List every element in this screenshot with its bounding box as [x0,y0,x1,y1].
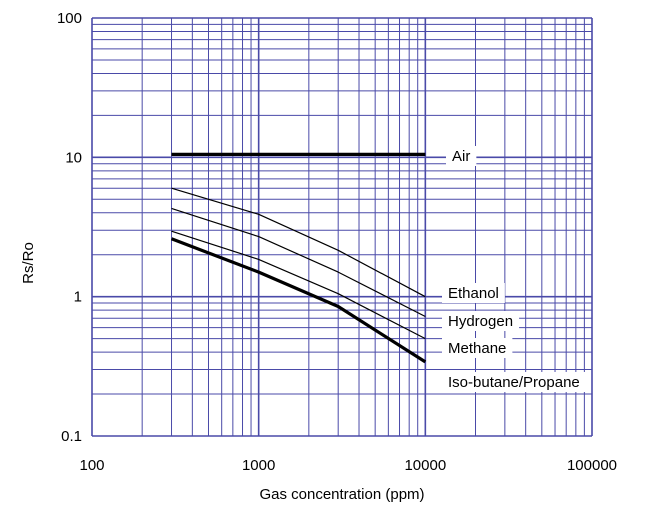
series-line-ethanol [171,187,426,298]
series-line-methane [171,230,426,340]
grid-minor [92,18,592,436]
series-label-methane: Methane [442,338,513,358]
series-line-hydrogen [171,207,426,318]
series-line-iso-butane-propane [170,237,427,364]
y-tick-labels: 0.1 1 10 100 [57,10,82,445]
series-labels: Air Ethanol Hydrogen Methane Iso-butane/Prop… [442,146,586,392]
label-background [442,311,520,331]
y-tick-label: 10 [65,149,82,166]
label-background [442,372,586,392]
x-tick-label: 10000 [404,457,446,474]
series-label-hydrogen: Hydrogen [442,311,520,331]
series-label-ethanol: Ethanol [442,283,505,303]
label-background [446,146,477,166]
series-label-text: Air [452,148,470,165]
y-tick-label: 0.1 [61,428,82,445]
series-label-text: Methane [448,340,506,357]
label-background [442,283,505,303]
x-tick-label: 100 [79,457,104,474]
x-tick-label: 100000 [567,457,617,474]
x-tick-label: 1000 [242,457,275,474]
series-label-air: Air [446,146,477,166]
y-axis-title: Rs/Ro [20,242,37,284]
grid-major [91,17,593,437]
label-background [442,338,513,358]
series-label-text: Iso-butane/Propane [448,374,580,391]
series-label-text: Ethanol [448,285,499,302]
series-label-iso-butane-propane: Iso-butane/Propane [442,372,586,392]
x-axis-title: Gas concentration (ppm) [259,486,424,503]
x-tick-labels: 100 1000 10000 100000 [79,457,617,474]
series-lines [170,152,427,364]
series-label-text: Hydrogen [448,313,513,330]
y-tick-label: 100 [57,10,82,27]
y-tick-label: 1 [74,289,82,306]
